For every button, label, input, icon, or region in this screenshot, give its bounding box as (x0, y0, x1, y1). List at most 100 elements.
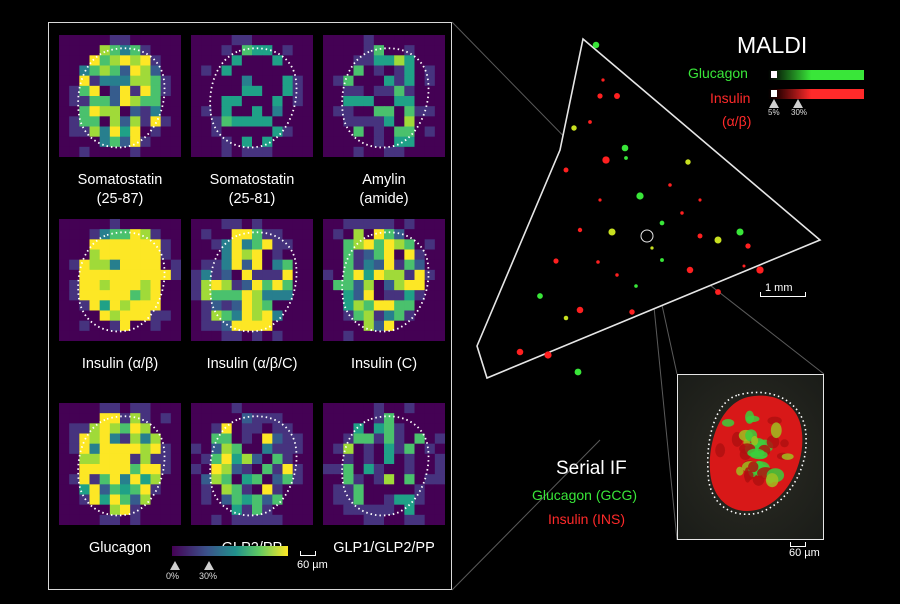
tissue-spot (685, 159, 691, 165)
tissue-spot (636, 192, 644, 200)
tissue-spot (715, 289, 721, 295)
selected-islet-marker (640, 229, 654, 243)
tissue-spot (608, 228, 616, 236)
tissue-islet-spots (516, 41, 764, 376)
tissue-spot (697, 233, 703, 239)
ion-image-tile (59, 219, 181, 341)
tissue-spot (576, 306, 584, 314)
tissue-spot (597, 93, 603, 99)
if-cell-blob (743, 470, 754, 481)
serial-if-image (677, 374, 824, 540)
tissue-spot (574, 368, 582, 376)
tissue-spot (660, 258, 664, 262)
if-cell-blob (767, 416, 782, 425)
tissue-spot (629, 309, 635, 315)
ion-image-tile (323, 219, 445, 341)
if-cell-blob (715, 443, 726, 458)
tissue-spot (602, 156, 610, 164)
tissue-spot (736, 228, 744, 236)
grid-scale-bar (300, 551, 316, 556)
tissue-spot (621, 144, 629, 152)
ion-image-label: Insulin (α/β/C) (206, 356, 298, 372)
ion-image-tile (59, 35, 181, 157)
if-cell-blob (750, 450, 768, 460)
tissue-spot (596, 260, 600, 264)
serial-if-glucagon: Glucagon (GCG) (532, 487, 638, 503)
colorbar-min-label: 0% (166, 571, 180, 581)
grid-scale-label: 60 µm (297, 559, 328, 571)
tissue-spot (624, 156, 628, 160)
ion-image-tile (191, 219, 313, 341)
colorbar-max-label: 30% (199, 571, 218, 581)
legend-insulin-sub: (α/β) (722, 113, 752, 129)
tissue-spot (634, 284, 638, 288)
maldi-scale-label: 1 mm (765, 282, 793, 294)
ion-image-grid: Somatostatin (25-87) Somatostatin (25-81)… (48, 22, 452, 590)
tissue-spot (563, 167, 569, 173)
maldi-scale-bar (760, 292, 806, 297)
tissue-spot (698, 198, 702, 202)
if-scale-label: 60 µm (789, 547, 820, 559)
insulin-min-swatch (771, 90, 777, 97)
colorbar (172, 546, 288, 556)
legend-tick-high-marker (793, 99, 803, 108)
tissue-spot (659, 220, 665, 226)
tissue-spot (544, 351, 552, 359)
ion-image-tile (323, 403, 445, 525)
tissue-spot (563, 315, 569, 321)
ion-image-label: Somatostatin (25-81) (209, 172, 295, 207)
ion-image-label: Amylin (amide) (359, 172, 409, 207)
tissue-spot (588, 120, 592, 124)
maldi-title: MALDI (737, 32, 808, 58)
if-cell-blob (781, 453, 794, 460)
tissue-spot (592, 41, 600, 49)
tissue-spot (598, 198, 602, 202)
if-cell-blob (765, 473, 779, 488)
tissue-spot (537, 293, 543, 299)
if-cell-blob (766, 435, 780, 449)
ion-image-tile (323, 35, 445, 157)
serial-if-title: Serial IF (556, 458, 627, 479)
if-cell-blob (770, 422, 782, 439)
tissue-spot (614, 93, 620, 99)
ion-image-tile (191, 35, 313, 157)
tissue-spot (680, 211, 684, 215)
tissue-outline (476, 37, 822, 380)
ion-image-tile (191, 403, 313, 525)
tissue-spot (745, 243, 751, 249)
tissue-spot (668, 183, 672, 187)
legend-glucagon-label: Glucagon (688, 65, 748, 81)
ion-image-label: Insulin (C) (350, 356, 418, 372)
ion-image-label: GLP1/GLP2/PP (333, 540, 435, 556)
tissue-spot (615, 273, 619, 277)
legend-insulin-label: Insulin (710, 90, 751, 106)
serial-if-insulin: Insulin (INS) (548, 511, 626, 527)
ion-image-label: Somatostatin (25-87) (77, 172, 163, 207)
legend-tick-high: 30% (791, 108, 808, 117)
if-cell-blob (780, 439, 789, 448)
colorbar-max-marker (204, 561, 214, 570)
glucagon-colorbar (768, 70, 864, 80)
tissue-spot (577, 227, 583, 233)
if-cell-blob (751, 435, 759, 446)
if-scale-bar (790, 542, 806, 547)
tissue-spot (650, 246, 654, 250)
legend-tick-low-marker (769, 99, 779, 108)
tissue-spot (571, 125, 577, 131)
colorbar-min-marker (170, 561, 180, 570)
tissue-spot (553, 258, 559, 264)
glucagon-min-swatch (771, 71, 777, 78)
tissue-spot (601, 78, 605, 82)
serial-if-islet (678, 375, 823, 539)
ion-image-label: Glucagon (88, 540, 152, 556)
tissue-spot (714, 236, 722, 244)
if-cell-blob (745, 410, 755, 424)
insulin-colorbar (768, 89, 864, 99)
ion-image-label: Insulin (α/β) (81, 356, 159, 372)
tissue-spot (686, 266, 694, 274)
if-cell-blob (736, 466, 744, 476)
if-cell-blob (721, 418, 735, 427)
tissue-spot (516, 348, 524, 356)
legend-tick-low: 5% (768, 108, 780, 117)
